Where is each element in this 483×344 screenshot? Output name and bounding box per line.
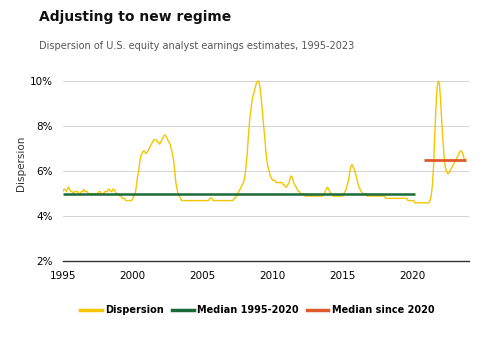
Text: Adjusting to new regime: Adjusting to new regime	[39, 10, 231, 24]
Y-axis label: Dispersion: Dispersion	[16, 136, 26, 191]
Text: Dispersion of U.S. equity analyst earnings estimates, 1995-2023: Dispersion of U.S. equity analyst earnin…	[39, 41, 354, 51]
Legend: Dispersion, Median 1995-2020, Median since 2020: Dispersion, Median 1995-2020, Median sin…	[76, 302, 439, 319]
